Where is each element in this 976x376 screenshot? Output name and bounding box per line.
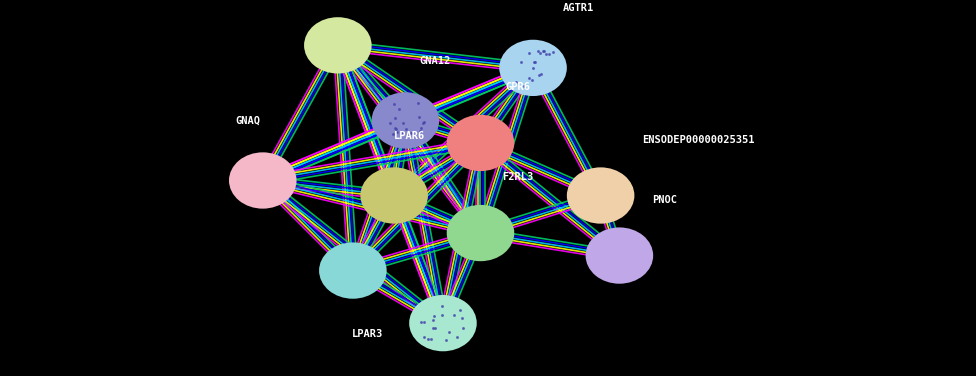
Ellipse shape (409, 295, 476, 351)
Text: ENSODEP00000025351: ENSODEP00000025351 (642, 135, 754, 145)
Ellipse shape (500, 40, 567, 96)
Text: GNAQ: GNAQ (235, 116, 261, 126)
Text: F2RL3: F2RL3 (503, 172, 534, 182)
Text: AGTR1: AGTR1 (562, 3, 593, 14)
Ellipse shape (319, 243, 386, 299)
Ellipse shape (567, 167, 634, 224)
Ellipse shape (447, 115, 514, 171)
Text: GNA12: GNA12 (420, 56, 451, 66)
Ellipse shape (360, 167, 427, 224)
Text: GPR6: GPR6 (506, 82, 531, 92)
Ellipse shape (447, 205, 514, 261)
Ellipse shape (305, 17, 372, 73)
Ellipse shape (372, 92, 439, 149)
Text: PNOC: PNOC (652, 195, 677, 205)
Text: LPAR6: LPAR6 (393, 131, 425, 141)
Text: LPAR3: LPAR3 (352, 329, 384, 339)
Ellipse shape (586, 227, 653, 284)
Ellipse shape (229, 152, 297, 209)
